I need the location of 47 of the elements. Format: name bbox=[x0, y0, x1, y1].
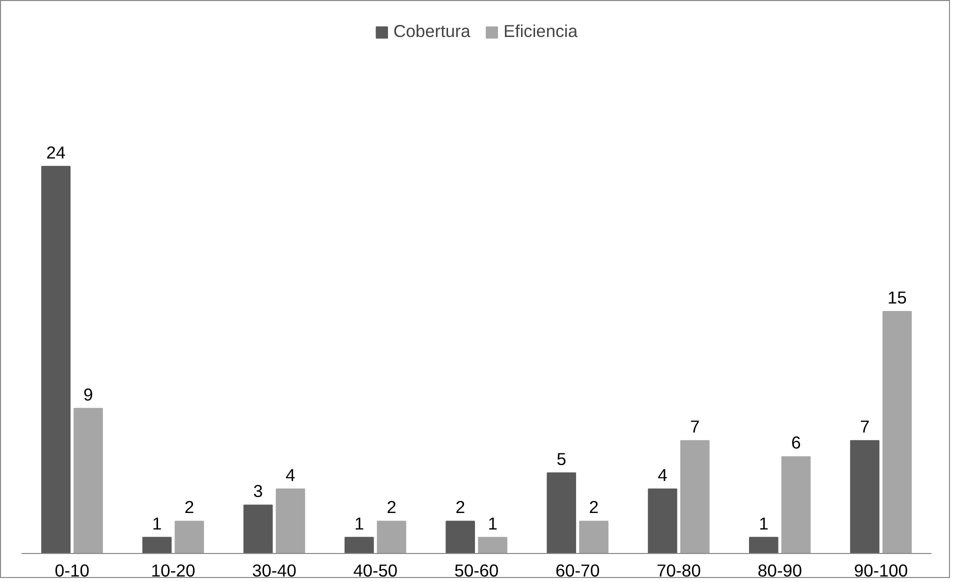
data-label: 2 bbox=[386, 497, 396, 518]
data-label: 4 bbox=[286, 464, 296, 485]
data-label: 1 bbox=[758, 513, 768, 534]
bar bbox=[142, 536, 172, 554]
data-label: 4 bbox=[658, 464, 668, 485]
data-label: 1 bbox=[152, 513, 162, 534]
bar bbox=[546, 472, 576, 554]
bar bbox=[446, 520, 475, 554]
bar bbox=[276, 488, 306, 554]
data-label: 24 bbox=[46, 142, 66, 162]
bar bbox=[850, 440, 880, 554]
x-tick-label: 10-20 bbox=[151, 560, 196, 580]
bar bbox=[174, 520, 204, 554]
bar bbox=[579, 520, 608, 554]
data-label: 15 bbox=[887, 288, 907, 308]
data-label: 2 bbox=[456, 497, 466, 518]
bar bbox=[376, 520, 406, 554]
bar bbox=[648, 488, 678, 554]
data-label: 7 bbox=[860, 416, 870, 437]
data-label: 7 bbox=[690, 416, 700, 437]
data-label: 1 bbox=[488, 513, 498, 534]
x-tick-label: 70-80 bbox=[656, 560, 701, 580]
bar bbox=[41, 166, 71, 554]
data-label: 2 bbox=[184, 497, 194, 518]
x-tick-label: 0-10 bbox=[54, 560, 90, 580]
data-label: 6 bbox=[791, 432, 801, 453]
data-label: 2 bbox=[588, 497, 599, 518]
data-label: 9 bbox=[83, 384, 94, 404]
x-tick-label: 50-60 bbox=[454, 560, 499, 580]
x-tick-label: 80-90 bbox=[758, 560, 802, 580]
bar bbox=[478, 536, 508, 554]
x-tick-label: 40-50 bbox=[353, 560, 398, 580]
data-label: 3 bbox=[253, 481, 263, 502]
legend-label: Eficiencia bbox=[503, 21, 578, 42]
bar bbox=[781, 456, 811, 554]
data-label: 1 bbox=[354, 513, 364, 534]
bar bbox=[344, 536, 374, 554]
x-tick-label: 60-70 bbox=[555, 560, 600, 580]
bar bbox=[749, 536, 778, 554]
x-tick-label: 90-100 bbox=[854, 560, 908, 580]
bar bbox=[74, 408, 103, 554]
bar bbox=[243, 504, 273, 554]
bar bbox=[680, 440, 710, 554]
x-tick-label: 30-40 bbox=[252, 560, 296, 580]
data-label: 5 bbox=[556, 448, 566, 469]
legend-label: Cobertura bbox=[393, 21, 470, 42]
bar bbox=[882, 311, 912, 554]
